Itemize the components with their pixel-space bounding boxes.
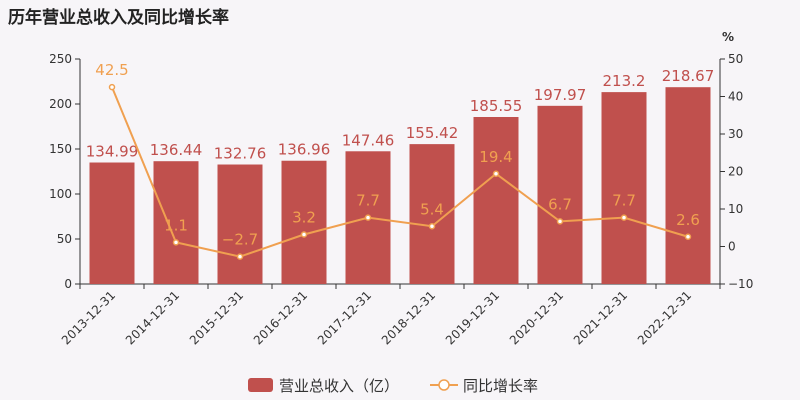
right-axis-tick-label: 10	[728, 202, 743, 216]
x-axis-tick-label: 2021-12-31	[571, 288, 630, 347]
bar-value-label: 132.76	[214, 145, 267, 163]
chart-title: 历年营业总收入及同比增长率	[8, 8, 229, 28]
x-axis-tick-label: 2014-12-31	[123, 288, 182, 347]
growth-point	[300, 231, 308, 238]
bar	[217, 164, 263, 284]
legend-bar-swatch	[248, 378, 273, 392]
bar	[601, 92, 647, 285]
growth-point	[556, 218, 564, 225]
x-axis-tick-label: 2020-12-31	[507, 288, 566, 347]
bar-value-label: 134.99	[86, 143, 139, 161]
growth-value-label: 5.4	[420, 200, 444, 218]
left-axis-tick-label: 250	[49, 52, 72, 66]
legend-line-marker	[438, 379, 450, 391]
growth-point	[492, 170, 500, 177]
bar-value-label: 218.67	[662, 67, 715, 85]
bar	[153, 161, 199, 284]
growth-point	[364, 214, 372, 221]
bar-value-label: 155.42	[406, 124, 459, 142]
growth-value-label: 7.7	[356, 192, 380, 210]
growth-point	[108, 83, 116, 91]
left-axis-tick-label: 200	[49, 97, 72, 111]
left-axis-tick-label: 150	[49, 142, 72, 156]
right-axis-tick-label: 20	[728, 165, 743, 179]
x-axis-tick-label: 2018-12-31	[379, 288, 438, 347]
right-axis-tick-label: −10	[728, 277, 753, 291]
x-axis-tick-label: 2015-12-31	[187, 288, 246, 347]
growth-line	[111, 86, 689, 258]
growth-point	[620, 214, 628, 221]
left-axis-tick-label: 50	[57, 232, 72, 246]
bar-value-label: 197.97	[534, 86, 587, 104]
growth-value-label: 19.4	[479, 148, 512, 166]
right-axis-tick-label: 0	[728, 240, 736, 254]
right-axis-tick-label: 40	[728, 90, 743, 104]
bar-value-label: 147.46	[342, 131, 395, 149]
growth-value-label: −2.7	[222, 231, 258, 249]
growth-point	[684, 233, 692, 240]
left-axis-tick-label: 100	[49, 187, 72, 201]
legend-bar-label: 营业总收入（亿）	[279, 377, 399, 395]
bar	[537, 105, 583, 285]
right-axis-tick-label: 50	[728, 52, 743, 66]
x-axis-tick-label: 2016-12-31	[251, 288, 310, 347]
bar-value-label: 136.44	[150, 141, 203, 159]
growth-value-label: 2.6	[676, 211, 700, 229]
bar	[473, 117, 519, 284]
bar-value-label: 136.96	[278, 141, 331, 159]
bar-value-label: 185.55	[470, 97, 523, 115]
growth-point	[428, 223, 436, 230]
x-axis-tick-label: 2022-12-31	[635, 288, 694, 347]
legend-line-label: 同比增长率	[463, 377, 538, 395]
growth-value-label: 42.5	[95, 61, 128, 79]
growth-value-label: 3.2	[292, 209, 316, 227]
growth-value-label: 1.1	[164, 216, 188, 234]
growth-value-label: 7.7	[612, 192, 636, 210]
right-axis-unit: %	[722, 30, 734, 44]
growth-point	[172, 239, 180, 246]
left-axis-tick-label: 0	[64, 277, 72, 291]
bar	[89, 162, 135, 284]
bar	[281, 160, 327, 284]
right-axis-tick-label: 30	[728, 127, 743, 141]
bar	[665, 87, 711, 285]
bar-value-label: 213.2	[603, 72, 646, 90]
x-axis-tick-label: 2019-12-31	[443, 288, 502, 347]
x-axis-tick-label: 2017-12-31	[315, 288, 374, 347]
growth-value-label: 6.7	[548, 195, 572, 213]
growth-point	[236, 253, 244, 260]
x-axis-tick-label: 2013-12-31	[59, 288, 118, 347]
